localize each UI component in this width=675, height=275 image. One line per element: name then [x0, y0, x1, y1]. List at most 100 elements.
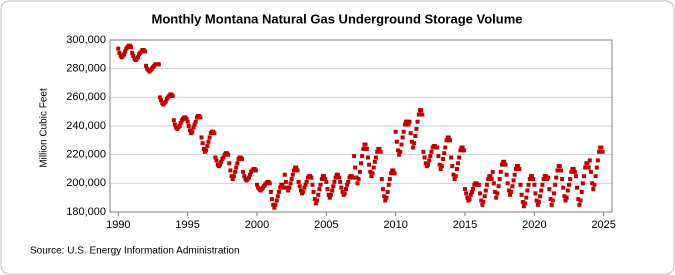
- point: [339, 185, 344, 190]
- point: [271, 202, 276, 207]
- point: [274, 198, 279, 203]
- point: [171, 118, 176, 123]
- point: [312, 197, 317, 202]
- point: [353, 165, 358, 170]
- point: [379, 177, 384, 182]
- point: [335, 172, 340, 177]
- point: [318, 182, 323, 187]
- point: [192, 122, 197, 127]
- point: [483, 188, 488, 193]
- point: [520, 199, 525, 204]
- point: [416, 112, 421, 117]
- point: [304, 179, 309, 184]
- source: Source: U.S. Energy Information Administ…: [30, 246, 240, 257]
- point: [235, 161, 240, 166]
- point: [458, 148, 463, 153]
- point: [367, 162, 372, 167]
- point: [502, 159, 507, 164]
- point: [296, 179, 301, 184]
- point: [533, 191, 538, 196]
- point: [439, 164, 444, 169]
- point: [588, 169, 593, 174]
- point: [481, 199, 486, 204]
- point: [476, 182, 481, 187]
- point: [131, 53, 136, 58]
- point: [569, 169, 574, 174]
- point: [580, 181, 585, 186]
- point: [319, 177, 324, 182]
- x-tick-label: 2015: [453, 219, 477, 231]
- point: [595, 158, 600, 163]
- point: [490, 169, 495, 174]
- point: [538, 194, 543, 199]
- point: [331, 184, 336, 189]
- point: [405, 119, 410, 124]
- point: [546, 175, 551, 180]
- point: [564, 195, 569, 200]
- point: [543, 174, 548, 179]
- point: [558, 168, 563, 173]
- point: [144, 63, 149, 68]
- point: [421, 149, 426, 154]
- point: [385, 189, 390, 194]
- point: [360, 154, 365, 159]
- point: [337, 175, 342, 180]
- point: [188, 128, 193, 133]
- point: [356, 177, 361, 182]
- point: [525, 188, 530, 193]
- point: [282, 172, 287, 177]
- point: [200, 141, 205, 146]
- point: [380, 187, 385, 192]
- point: [234, 165, 239, 170]
- point: [419, 108, 424, 113]
- y-tick-label: 240,000: [66, 120, 106, 132]
- point: [206, 139, 211, 144]
- point: [547, 187, 552, 192]
- point: [370, 171, 375, 176]
- point: [567, 182, 572, 187]
- point: [281, 185, 286, 190]
- point: [123, 49, 128, 54]
- point: [233, 169, 238, 174]
- point: [513, 167, 518, 171]
- point: [384, 195, 389, 200]
- point: [508, 192, 513, 197]
- point: [571, 167, 576, 171]
- point: [361, 146, 366, 151]
- point: [289, 177, 294, 182]
- point: [357, 169, 362, 174]
- point: [517, 167, 522, 171]
- y-tick-label: 200,000: [66, 177, 106, 189]
- point: [301, 189, 306, 194]
- point: [309, 175, 314, 180]
- point: [594, 165, 599, 170]
- point: [526, 182, 531, 187]
- point: [471, 187, 476, 192]
- point: [575, 185, 580, 190]
- point: [429, 149, 434, 154]
- point: [275, 194, 280, 199]
- point: [198, 115, 203, 120]
- point: [493, 189, 498, 194]
- point: [406, 122, 411, 127]
- point: [338, 179, 343, 184]
- point: [159, 98, 164, 103]
- point: [286, 188, 291, 193]
- point: [435, 145, 440, 150]
- point: [506, 188, 511, 193]
- point: [285, 185, 290, 190]
- point: [450, 164, 455, 169]
- point: [117, 50, 122, 55]
- point: [524, 195, 529, 200]
- point: [561, 185, 566, 190]
- point: [479, 198, 484, 203]
- point: [510, 184, 515, 189]
- point: [272, 205, 277, 210]
- point: [554, 175, 559, 180]
- point: [355, 181, 360, 186]
- point: [130, 50, 135, 55]
- point: [254, 182, 259, 187]
- point: [292, 168, 297, 173]
- chart-title: Monthly Montana Natural Gas Underground …: [151, 11, 522, 26]
- point: [378, 149, 383, 154]
